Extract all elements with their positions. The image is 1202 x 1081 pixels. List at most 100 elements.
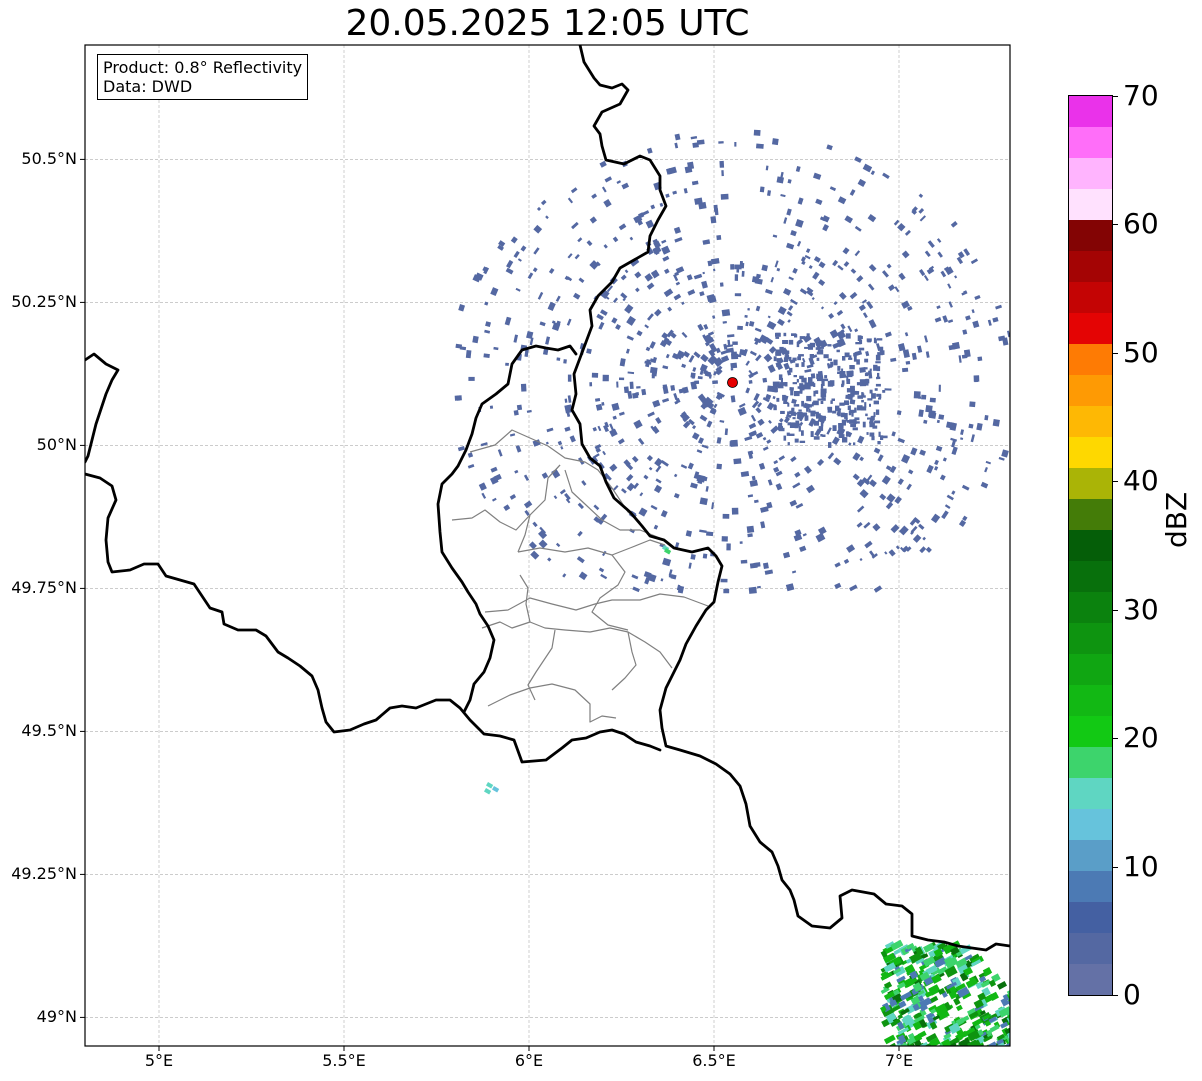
echo-pixel	[857, 435, 865, 444]
echo-pixel	[523, 500, 533, 509]
echo-pixel	[674, 133, 681, 141]
echo-pixel	[845, 333, 851, 339]
echo-pixel	[830, 361, 834, 367]
lat-label: 49.5°N	[21, 721, 77, 741]
echo-pixel	[655, 416, 662, 425]
echo-pixel	[912, 982, 923, 993]
echo-pixel	[674, 142, 679, 149]
echo-pixel	[790, 230, 797, 237]
echo-pixel	[839, 374, 847, 379]
echo-pixel	[859, 339, 863, 345]
echo-pixel	[639, 492, 644, 497]
echo-pixel	[919, 997, 932, 1008]
national-borders	[85, 45, 1010, 952]
echo-pixel	[783, 401, 789, 404]
echo-pixel	[954, 275, 958, 279]
echo-pixel	[866, 300, 874, 310]
echo-pixel	[890, 939, 904, 951]
echo-pixel	[808, 357, 815, 366]
echo-pixel	[699, 363, 708, 372]
echo-pixel	[879, 1005, 887, 1013]
echo-pixel	[564, 398, 568, 403]
echo-pixel	[842, 356, 846, 361]
echo-pixel	[775, 483, 783, 491]
echo-pixel	[879, 493, 887, 501]
echo-pixel	[551, 322, 561, 331]
echo-pixel	[784, 355, 790, 360]
echo-pixel	[847, 405, 851, 410]
echo-pixel	[592, 453, 600, 459]
echo-pixel	[864, 402, 867, 408]
echo-pixel	[641, 388, 647, 396]
echo-pixel	[697, 323, 704, 331]
echo-pixel	[772, 138, 779, 146]
echo-pixel	[559, 489, 566, 495]
echo-pixel	[631, 574, 639, 580]
echo-pixel	[688, 562, 692, 569]
echo-pixel	[886, 493, 896, 503]
echo-pixel	[734, 142, 737, 147]
echo-pixel	[958, 519, 967, 527]
echo-pixel	[876, 393, 881, 397]
echo-pixel	[770, 425, 780, 434]
echo-pixel	[980, 979, 992, 988]
echo-pixel	[822, 378, 829, 382]
echo-pixel	[542, 347, 549, 355]
echo-pixel	[634, 422, 640, 429]
echo-pixel	[946, 494, 954, 501]
echo-pixel	[841, 419, 846, 426]
echo-pixel	[956, 256, 964, 265]
echo-pixel	[602, 374, 609, 382]
echo-pixel	[901, 545, 909, 553]
echo-pixel	[716, 463, 722, 470]
echo-pixel	[955, 982, 966, 991]
echo-pixel	[803, 465, 812, 474]
echo-pixel	[975, 980, 985, 990]
echo-pixel	[693, 351, 701, 359]
echo-pixel	[705, 336, 715, 345]
colorbar-tick-label: 10	[1123, 849, 1159, 883]
echo-pixel	[661, 332, 669, 340]
echo-pixel	[613, 485, 619, 491]
echo-pixel	[901, 959, 908, 966]
echo-pixel	[567, 197, 574, 204]
echo-pixel	[870, 170, 876, 176]
echo-pixel	[478, 482, 487, 491]
echo-pixel	[979, 975, 987, 983]
echo-pixel	[897, 343, 906, 352]
echo-pixel	[570, 187, 578, 194]
echo-pixel	[853, 442, 856, 446]
echo-pixel	[674, 236, 683, 243]
echo-pixel	[625, 348, 630, 354]
echo-pixel	[766, 320, 777, 330]
echo-pixel	[533, 224, 543, 234]
echo-pixel	[788, 305, 794, 311]
echo-pixel	[794, 391, 800, 397]
echo-pixel	[838, 291, 847, 300]
echo-pixel	[813, 390, 816, 397]
echo-pixel	[797, 240, 802, 247]
echo-pixel	[780, 377, 783, 383]
echo-pixel	[692, 425, 697, 430]
echo-pixel	[813, 436, 820, 440]
echo-pixel	[708, 349, 716, 357]
echo-pixel	[497, 244, 505, 251]
echo-pixel	[897, 1034, 907, 1044]
echo-pixel	[467, 452, 474, 458]
echo-pixel	[787, 319, 791, 323]
echo-pixel	[564, 426, 571, 432]
echo-pixel	[762, 446, 769, 451]
echo-pixel	[792, 357, 797, 361]
echo-pixel	[790, 389, 794, 396]
echo-pixel	[673, 293, 682, 301]
colorbar-tick	[1112, 96, 1118, 97]
echo-pixel	[690, 554, 696, 560]
echo-pixel	[867, 417, 872, 420]
echo-pixel	[830, 400, 833, 404]
echo-pixel	[886, 1016, 894, 1024]
echo-pixel	[925, 351, 930, 358]
echo-pixel	[786, 208, 792, 216]
echo-pixel	[619, 377, 625, 381]
echo-pixel	[515, 287, 521, 292]
echo-pixel	[838, 434, 845, 438]
